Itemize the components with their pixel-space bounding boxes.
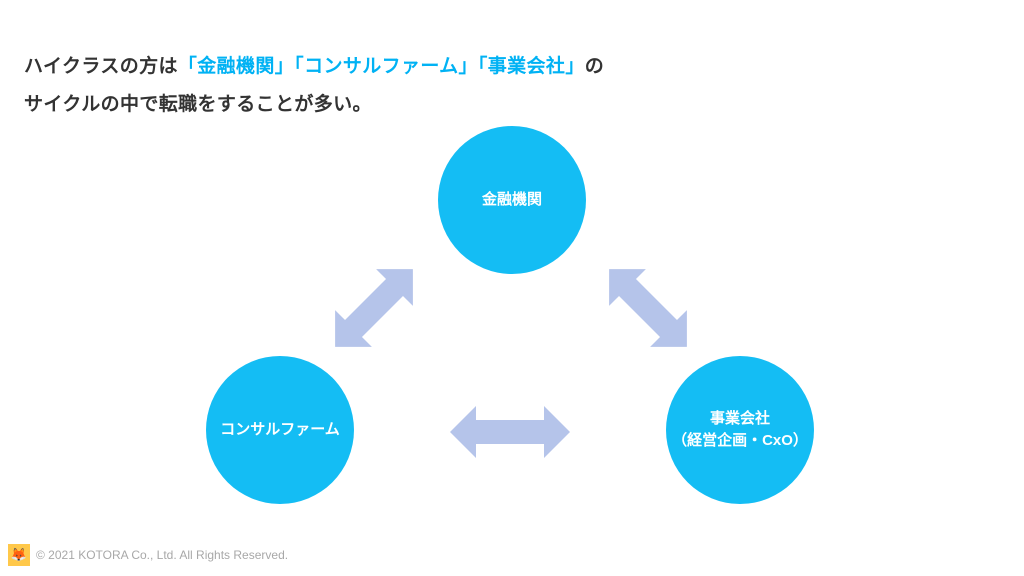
logo-icon: 🦊 [8, 544, 30, 566]
cycle-arrow-icon [591, 251, 706, 366]
heading-text: の [585, 56, 604, 77]
heading-highlight: 「金融機関」「コンサルファーム」「事業会社」 [178, 56, 585, 77]
footer: 🦊 © 2021 KOTORA Co., Ltd. All Rights Res… [8, 544, 288, 566]
cycle-arrow-icon [317, 251, 432, 366]
heading-text: サイクルの中で転職をすることが多い。 [24, 94, 372, 115]
cycle-arrow-icon [450, 406, 570, 458]
node-fin: 金融機関 [438, 126, 586, 274]
node-biz: 事業会社（経営企画・CxO） [666, 356, 814, 504]
heading-text: ハイクラスの方は [24, 56, 178, 77]
page-heading: ハイクラスの方は「金融機関」「コンサルファーム」「事業会社」のサイクルの中で転職… [24, 48, 604, 124]
node-cons: コンサルファーム [206, 356, 354, 504]
copyright-text: © 2021 KOTORA Co., Ltd. All Rights Reser… [36, 548, 288, 562]
